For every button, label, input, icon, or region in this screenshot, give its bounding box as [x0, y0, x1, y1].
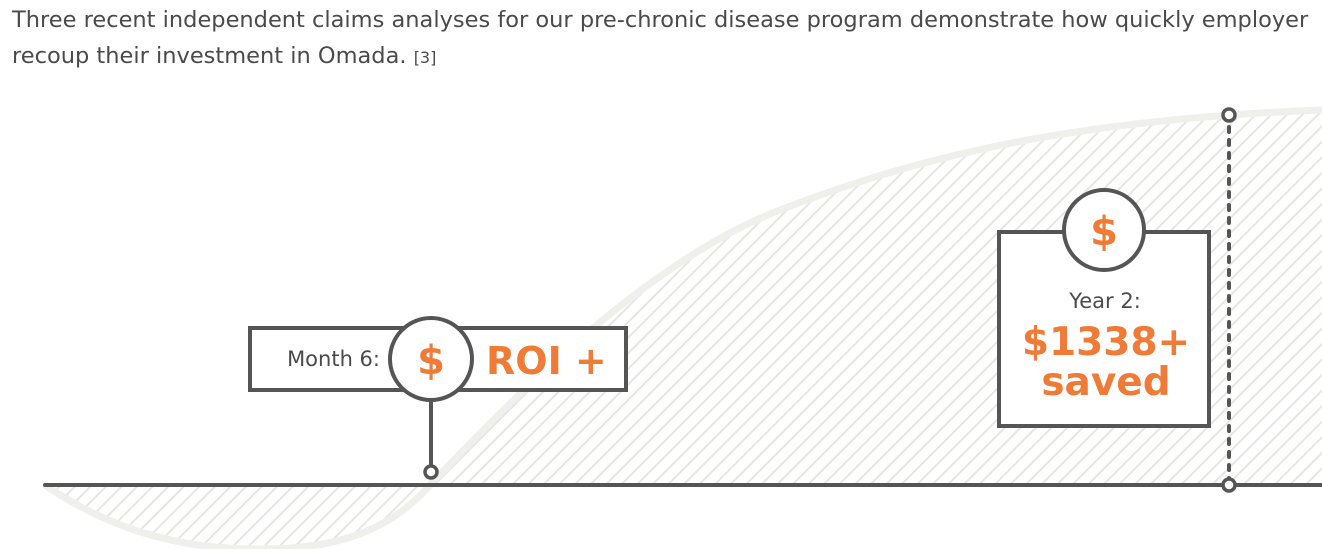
year2-savings-amount: $1338+ [1022, 320, 1190, 365]
intro-line-2-text: recoup their investment in Omada. [12, 43, 407, 69]
year2-box [997, 230, 1211, 428]
intro-paragraph: Three recent independent claims analyses… [12, 2, 1322, 76]
month6-dollar-badge [388, 316, 474, 402]
year2-callout: $ Year 2: $1338+ saved [997, 188, 1211, 428]
dollar-icon: $ [1090, 209, 1118, 255]
year2-label: Year 2: [1068, 289, 1141, 313]
citation-link[interactable]: [3] [413, 48, 437, 67]
intro-line-1: Three recent independent claims analyses… [12, 7, 1309, 33]
month6-callout: Month 6: $ ROI + [248, 316, 628, 480]
year2-top-node [1221, 107, 1237, 123]
cost-dip-area [45, 485, 430, 549]
year2-baseline-node [1221, 477, 1237, 493]
year2-dollar-badge [1062, 188, 1146, 272]
dollar-icon: $ [417, 338, 445, 384]
month6-label: Month 6: [287, 347, 380, 371]
month6-roi-value: ROI + [486, 339, 607, 383]
month6-baseline-node [423, 464, 439, 480]
year2-savings-suffix: saved [1041, 360, 1170, 405]
intro-line-2: recoup their investment in Omada. [3] [12, 38, 1322, 76]
